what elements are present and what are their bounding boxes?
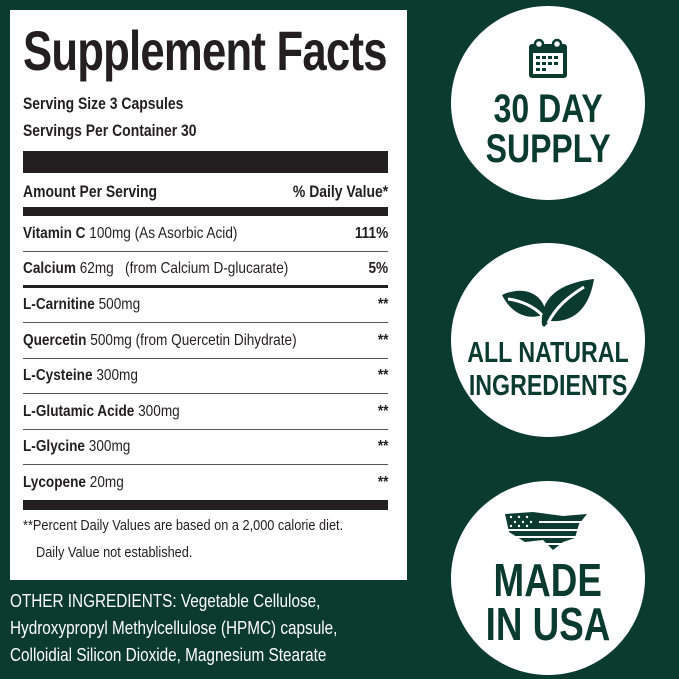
daily-value-label: % Daily Value* <box>292 182 388 201</box>
amount-per-serving-label: Amount Per Serving <box>23 182 158 201</box>
other-ingredients-line: Hydroxypropyl Methylcellulose (HPMC) cap… <box>10 618 338 638</box>
nutrient-name: L-Carnitine <box>23 296 95 313</box>
other-ingredients-line: Colloidial Silicon Dioxide, Magnesium St… <box>10 645 327 665</box>
servings-per-container: Servings Per Container 30 <box>23 121 197 140</box>
nutrient-label: Calcium 62mg (from Calcium D-glucarate) <box>23 260 288 278</box>
badge-line1: 30 DAY <box>493 87 603 131</box>
nutrient-row: Vitamin C 100mg (As Asorbic Acid) 111% <box>23 217 388 252</box>
nutrient-row: Quercetin 500mg (from Quercetin Dihydrat… <box>23 324 388 359</box>
thick-divider <box>23 151 388 173</box>
nutrient-label: L-Glycine 300mg <box>23 438 130 456</box>
nutrient-daily-value: ** <box>377 402 388 420</box>
footnote: Daily Value not established. <box>36 544 193 561</box>
nutrient-name: L-Cysteine <box>23 367 93 384</box>
nutrient-label: Vitamin C 100mg (As Asorbic Acid) <box>23 225 237 243</box>
badge-line1: MADE <box>493 554 603 606</box>
leaves-icon <box>502 279 594 327</box>
badge-made-in-usa: MADE IN USA <box>451 481 645 675</box>
column-header: Amount Per Serving % Daily Value* <box>23 182 388 202</box>
nutrient-row: L-Glutamic Acide 300mg ** <box>23 395 388 430</box>
nutrient-name: Calcium <box>23 259 76 277</box>
nutrient-daily-value: ** <box>377 367 388 384</box>
nutrient-daily-value: ** <box>377 331 388 349</box>
badge-line2: INGREDIENTS <box>468 370 628 402</box>
badge-all-natural: ALL NATURAL INGREDIENTS <box>451 243 645 437</box>
nutrient-name: L-Glycine <box>23 438 85 455</box>
badge-line2: IN USA <box>485 598 611 650</box>
nutrient-name: Quercetin <box>23 331 87 349</box>
divider <box>23 207 388 216</box>
divider <box>23 500 388 510</box>
nutrient-name: L-Glutamic Acide <box>23 402 135 420</box>
nutrient-label: L-Cysteine 300mg <box>23 367 138 385</box>
nutrient-row: Lycopene 20mg ** <box>23 466 388 501</box>
nutrient-label: Quercetin 500mg (from Quercetin Dihydrat… <box>23 332 297 350</box>
nutrient-daily-value: ** <box>377 296 388 313</box>
nutrient-amount: 300mg <box>88 438 131 455</box>
nutrient-amount: 62mg (from Calcium D-glucarate) <box>79 259 289 277</box>
nutrient-name: Lycopene <box>23 473 86 491</box>
nutrient-daily-value: ** <box>377 438 388 455</box>
nutrient-row: L-Carnitine 500mg ** <box>23 288 388 323</box>
nutrient-row: L-Glycine 300mg ** <box>23 430 388 465</box>
nutrient-amount: 300mg <box>138 402 180 420</box>
nutrient-amount: 500mg (from Quercetin Dihydrate) <box>90 331 297 349</box>
badge-line1: ALL NATURAL <box>467 337 629 369</box>
nutrient-amount: 100mg (As Asorbic Acid) <box>89 225 238 242</box>
supplement-facts-panel: Supplement Facts Serving Size 3 Capsules… <box>10 10 407 580</box>
nutrient-amount: 500mg <box>98 296 141 313</box>
badge-line2: SUPPLY <box>485 127 611 171</box>
nutrient-daily-value: 111% <box>354 225 388 242</box>
other-ingredients-line: OTHER INGREDIENTS: Vegetable Cellulose, <box>10 591 321 611</box>
nutrient-label: L-Carnitine 500mg <box>23 296 140 314</box>
usa-flag-map-icon <box>505 512 589 550</box>
footnote: **Percent Daily Values are based on a 2,… <box>23 517 344 534</box>
nutrient-label: Lycopene 20mg <box>23 474 124 492</box>
badge-30-day-supply: 30 DAY SUPPLY <box>451 6 645 200</box>
nutrient-name: Vitamin C <box>23 225 86 242</box>
nutrient-amount: 20mg <box>89 473 124 491</box>
nutrient-daily-value: 5% <box>368 259 388 277</box>
nutrient-daily-value: ** <box>377 473 388 491</box>
calendar-icon <box>529 38 567 78</box>
nutrient-row: L-Cysteine 300mg ** <box>23 359 388 394</box>
serving-size: Serving Size 3 Capsules <box>23 94 184 113</box>
facts-title: Supplement Facts <box>23 19 388 82</box>
nutrient-label: L-Glutamic Acide 300mg <box>23 403 180 421</box>
nutrient-amount: 300mg <box>96 367 138 384</box>
nutrient-row: Calcium 62mg (from Calcium D-glucarate) 5… <box>23 253 388 288</box>
